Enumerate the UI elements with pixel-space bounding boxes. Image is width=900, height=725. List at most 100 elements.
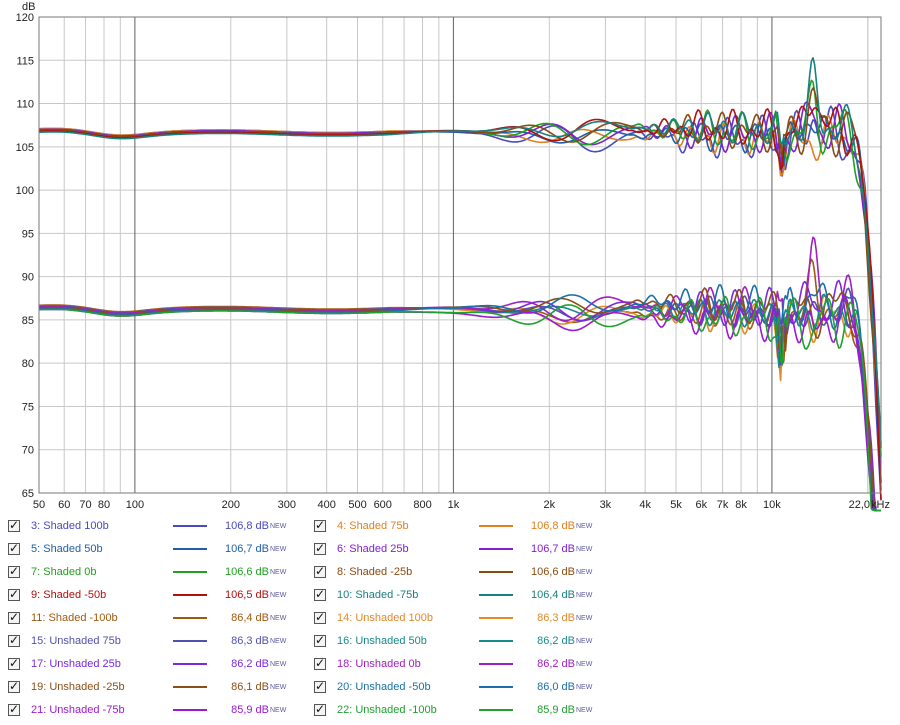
legend-checkbox[interactable] <box>8 656 20 670</box>
x-tick-label: 300 <box>278 499 296 511</box>
x-tick-label: 60 <box>58 499 70 511</box>
legend-value: 86,0 dB <box>537 681 575 693</box>
legend-value: 106,8 dB <box>530 520 575 532</box>
y-tick-label: 85 <box>22 315 34 327</box>
curves <box>38 56 882 512</box>
legend-swatch <box>479 571 513 573</box>
y-axis-unit: dB <box>22 1 35 13</box>
x-tick-label: 600 <box>374 499 392 511</box>
legend-value: 86,2 dB <box>537 635 575 647</box>
legend-checkbox[interactable] <box>8 541 20 555</box>
legend-swatch <box>479 686 513 688</box>
legend-value: 86,3 dB <box>231 635 269 647</box>
legend-swatch <box>479 548 513 550</box>
legend-label: 18: Unshaded 0b <box>337 658 421 670</box>
new-badge: NEW <box>270 637 287 645</box>
x-tick-label: 3k <box>600 499 612 511</box>
x-tick-label: 800 <box>413 499 431 511</box>
legend-swatch <box>173 571 207 573</box>
legend-swatch <box>479 663 513 665</box>
legend-value: 106,8 dB <box>224 520 269 532</box>
legend-value: 106,4 dB <box>530 589 575 601</box>
y-tick-label: 120 <box>16 12 34 24</box>
y-tick-label: 75 <box>22 401 34 413</box>
new-badge: NEW <box>576 637 593 645</box>
y-tick-label: 90 <box>22 272 34 284</box>
x-tick-label: 100 <box>126 499 144 511</box>
legend-value: 86,4 dB <box>231 612 269 624</box>
new-badge: NEW <box>576 522 593 530</box>
legend-checkbox[interactable] <box>314 587 326 601</box>
legend-checkbox[interactable] <box>314 518 326 532</box>
legend-checkbox[interactable] <box>8 702 20 716</box>
legend-label: 17: Unshaded 25b <box>31 658 121 670</box>
series-line <box>38 282 881 512</box>
y-tick-label: 80 <box>22 358 34 370</box>
series-line <box>39 295 881 512</box>
legend-value: 106,7 dB <box>224 543 269 555</box>
legend-label: 5: Shaded 50b <box>31 543 103 555</box>
x-tick-label: 10k <box>763 499 781 511</box>
legend-value: 106,6 dB <box>224 566 269 578</box>
legend-swatch <box>173 525 207 527</box>
y-tick-label: 100 <box>16 185 34 197</box>
legend-label: 19: Unshaded -25b <box>31 681 125 693</box>
x-tick-label: 5k <box>670 499 682 511</box>
legend-checkbox[interactable] <box>8 587 20 601</box>
x-tick-label: 1k <box>448 499 460 511</box>
legend-checkbox[interactable] <box>8 518 20 532</box>
x-tick-label: 8k <box>735 499 747 511</box>
x-tick-label: 50 <box>33 499 45 511</box>
y-tick-label: 115 <box>16 55 34 67</box>
new-badge: NEW <box>270 522 287 530</box>
new-badge: NEW <box>270 660 287 668</box>
y-tick-label: 110 <box>16 99 34 111</box>
new-badge: NEW <box>576 683 593 691</box>
new-badge: NEW <box>270 545 287 553</box>
new-badge: NEW <box>270 568 287 576</box>
new-badge: NEW <box>270 706 287 714</box>
plot-background <box>39 17 881 493</box>
legend-label: 7: Shaded 0b <box>31 566 97 578</box>
legend-checkbox[interactable] <box>314 656 326 670</box>
legend-checkbox[interactable] <box>8 610 20 624</box>
legend-checkbox[interactable] <box>8 679 20 693</box>
legend-checkbox[interactable] <box>314 702 326 716</box>
legend-swatch <box>479 525 513 527</box>
legend-label: 10: Shaded -75b <box>337 589 419 601</box>
legend-label: 9: Shaded -50b <box>31 589 107 601</box>
legend-label: 4: Shaded 75b <box>337 520 409 532</box>
legend-swatch <box>479 640 513 642</box>
new-badge: NEW <box>270 614 287 622</box>
legend-checkbox[interactable] <box>314 564 326 578</box>
y-tick-label: 70 <box>22 445 34 457</box>
legend-checkbox[interactable] <box>314 679 326 693</box>
new-badge: NEW <box>576 660 593 668</box>
frequency-response-chart: 65 70 75 80 85 90 95 100 105 110 115 120 50 60 70 80 10… <box>16 1 890 512</box>
legend-swatch <box>173 663 207 665</box>
new-badge: NEW <box>576 614 593 622</box>
legend-checkbox[interactable] <box>8 564 20 578</box>
legend-swatch <box>479 594 513 596</box>
legend-label: 6: Shaded 25b <box>337 543 409 555</box>
legend-swatch <box>173 709 207 711</box>
legend-swatch <box>173 617 207 619</box>
legend-checkbox[interactable] <box>314 610 326 624</box>
x-tick-label: 400 <box>317 499 335 511</box>
legend-checkbox[interactable] <box>314 541 326 555</box>
legend-label: 21: Unshaded -75b <box>31 704 125 716</box>
legend-checkbox[interactable] <box>8 633 20 647</box>
legend-checkbox[interactable] <box>314 633 326 647</box>
y-axis-ticks: 65 70 75 80 85 90 95 100 105 110 115 120 <box>16 12 34 500</box>
legend-label: 14: Unshaded 100b <box>337 612 434 624</box>
x-tick-label: 200 <box>222 499 240 511</box>
